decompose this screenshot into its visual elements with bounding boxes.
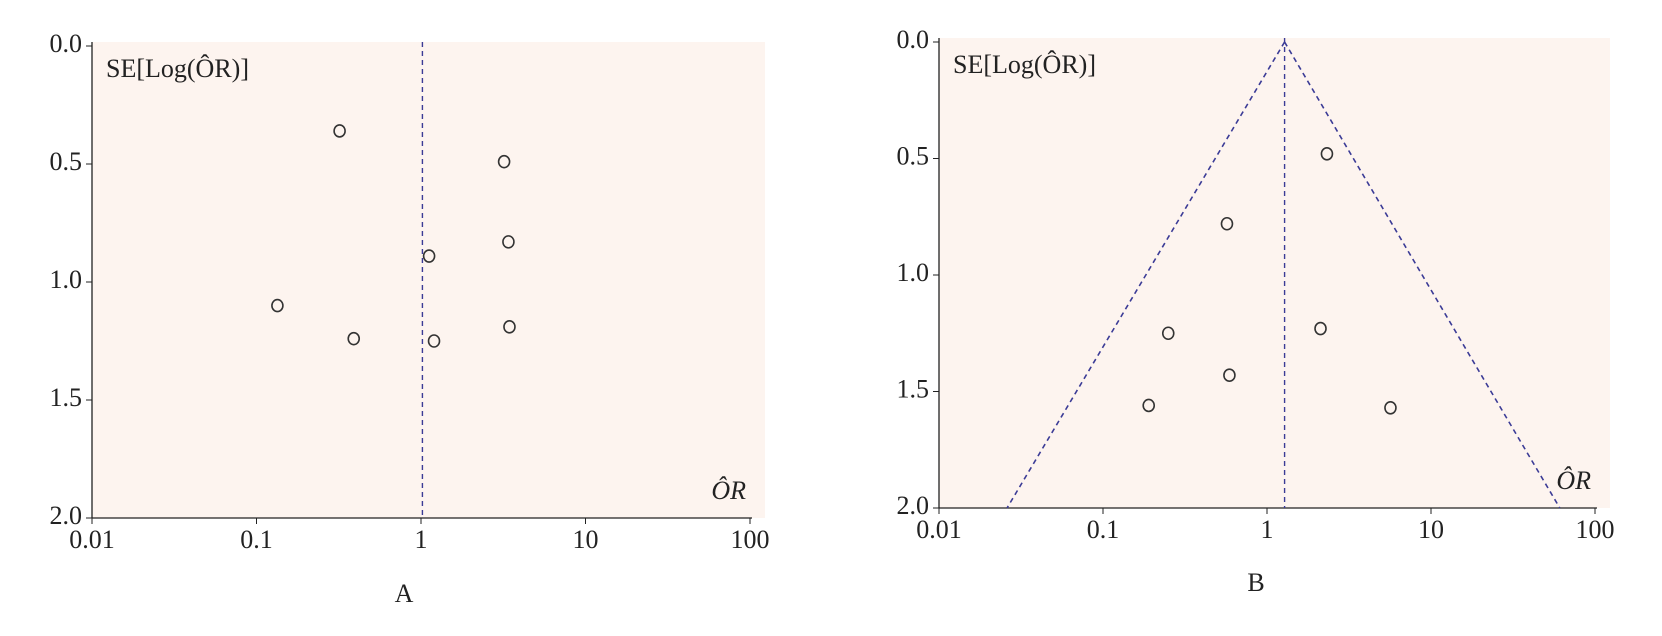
x-tick-label: 10 <box>573 525 599 554</box>
study-point <box>1223 368 1236 382</box>
y-tick-label: 0.0 <box>897 25 930 54</box>
study-point <box>1161 326 1175 341</box>
y-tick-label: 0.0 <box>50 29 83 58</box>
study-point <box>502 235 515 249</box>
study-point <box>1220 216 1234 231</box>
x-tick-label: 100 <box>731 525 770 554</box>
plot-background <box>939 38 1610 508</box>
study-point <box>1384 401 1397 415</box>
x-tick-label: 10 <box>1418 515 1444 544</box>
panel-label: B <box>1247 568 1264 597</box>
x-tick-label: 1 <box>415 525 428 554</box>
study-point <box>422 249 436 263</box>
study-point <box>333 124 346 138</box>
x-tick-label: 0.01 <box>916 515 962 544</box>
y-tick-label: 1.0 <box>897 258 930 287</box>
y-tick-label: 1.5 <box>50 383 83 412</box>
funnel-line <box>1283 41 1561 509</box>
x-axis-label: ÔR <box>1556 466 1591 495</box>
x-tick-label: 1 <box>1261 515 1274 544</box>
x-tick-label: 0.01 <box>69 525 115 554</box>
study-point <box>1314 321 1327 336</box>
plot-background <box>92 42 765 518</box>
y-tick-label: 0.5 <box>50 147 83 176</box>
funnel-line <box>1006 41 1286 509</box>
x-axis-label: ÔR <box>711 476 746 505</box>
y-tick-label: 2.0 <box>50 501 83 530</box>
study-point <box>427 334 441 348</box>
study-point <box>503 320 516 334</box>
y-axis-label: SE[Log(ÔR)] <box>106 54 249 83</box>
study-point <box>347 331 361 346</box>
y-tick-label: 0.5 <box>897 141 930 170</box>
panel-label: A <box>395 579 414 608</box>
study-point <box>1142 398 1156 413</box>
study-point <box>497 154 511 169</box>
study-point <box>1320 147 1334 161</box>
x-tick-label: 0.1 <box>1087 515 1120 544</box>
x-tick-label: 0.1 <box>240 525 273 554</box>
y-axis-label: SE[Log(ÔR)] <box>953 50 1096 79</box>
y-tick-label: 1.5 <box>897 374 930 403</box>
x-tick-label: 100 <box>1576 515 1615 544</box>
study-point <box>271 298 284 313</box>
y-tick-label: 1.0 <box>50 265 83 294</box>
y-tick-label: 2.0 <box>897 491 930 520</box>
